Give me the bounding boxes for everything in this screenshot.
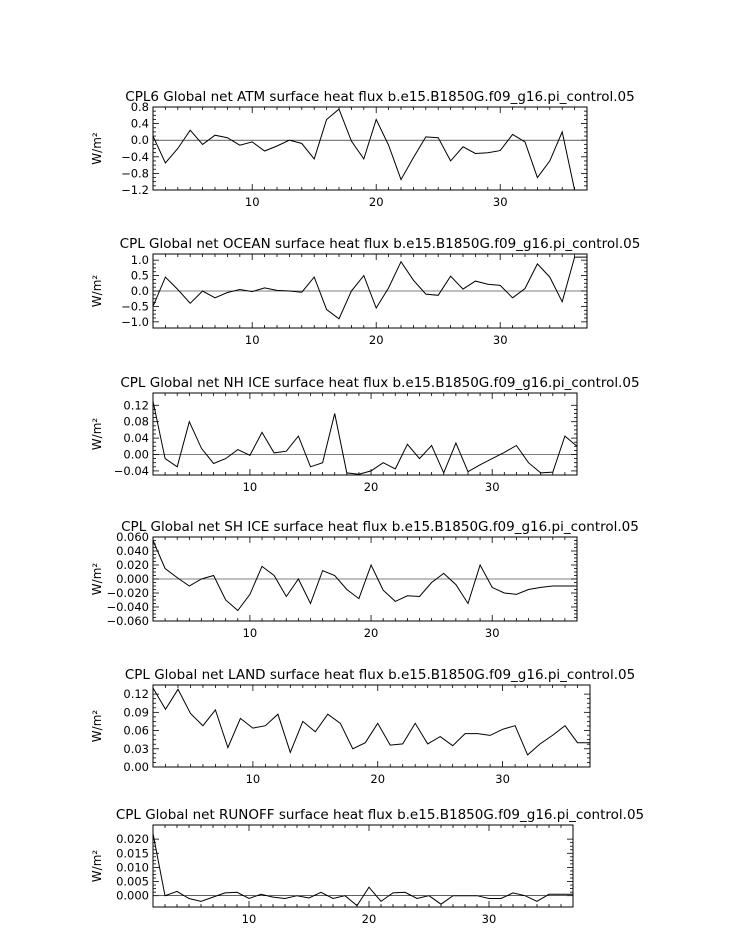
- y-tick-label: 0.5: [131, 269, 149, 283]
- y-tick-label: 0.040: [116, 544, 149, 558]
- y-tick-label: 1.0: [131, 253, 149, 267]
- x-tick-label: 30: [485, 626, 500, 640]
- chart-panel-3: CPL Global net NH ICE surface heat flux …: [90, 375, 640, 494]
- x-tick-label: 20: [370, 772, 385, 786]
- y-tick-label: −0.4: [121, 150, 149, 164]
- y-tick-label: 0.03: [123, 742, 149, 756]
- x-tick-label: 30: [495, 772, 510, 786]
- y-tick-label: 0.04: [123, 431, 149, 445]
- y-tick-label: 0.0: [131, 133, 149, 147]
- x-tick-label: 10: [245, 333, 260, 347]
- y-axis-label: W/m²: [90, 132, 104, 165]
- x-tick-label: 20: [369, 195, 384, 209]
- x-tick-label: 10: [246, 772, 261, 786]
- y-axis-label: W/m²: [90, 418, 104, 451]
- x-tick-label: 10: [245, 195, 260, 209]
- y-tick-label: 0.015: [116, 846, 149, 860]
- chart-panel-4: CPL Global net SH ICE surface heat flux …: [90, 519, 639, 640]
- y-axis-label: W/m²: [90, 275, 104, 308]
- x-tick-label: 10: [243, 480, 258, 494]
- chart-panel-6: CPL Global net RUNOFF surface heat flux …: [90, 807, 644, 926]
- chart-title: CPL6 Global net ATM surface heat flux b.…: [125, 89, 634, 105]
- y-tick-label: 0.020: [116, 558, 149, 572]
- series-line: [152, 401, 578, 475]
- y-tick-label: −0.020: [106, 586, 149, 600]
- x-tick-label: 30: [493, 195, 508, 209]
- chart-title: CPL Global net LAND surface heat flux b.…: [125, 667, 635, 683]
- chart-title: CPL Global net RUNOFF surface heat flux …: [116, 807, 644, 823]
- x-tick-label: 20: [364, 480, 379, 494]
- y-axis-label: W/m²: [90, 563, 104, 596]
- y-tick-label: −1.0: [121, 315, 149, 329]
- y-axis-label: W/m²: [90, 850, 104, 883]
- x-tick-label: 20: [369, 333, 384, 347]
- y-tick-label: 0.000: [116, 572, 149, 586]
- y-tick-label: −0.04: [114, 464, 149, 478]
- x-tick-label: 20: [364, 626, 379, 640]
- y-tick-label: −0.040: [106, 600, 149, 614]
- y-tick-label: −1.2: [121, 183, 149, 197]
- y-axis-label: W/m²: [90, 710, 104, 743]
- series-line: [152, 256, 587, 320]
- y-tick-label: 0.010: [116, 860, 149, 874]
- chart-panel-2: CPL Global net OCEAN surface heat flux b…: [90, 236, 640, 347]
- y-tick-label: 0.09: [123, 705, 149, 719]
- panels: CPL6 Global net ATM surface heat flux b.…: [90, 89, 644, 926]
- chart-title: CPL Global net NH ICE surface heat flux …: [120, 375, 639, 391]
- x-tick-label: 10: [242, 912, 257, 926]
- series-line: [152, 687, 590, 756]
- y-tick-label: 0.0: [131, 284, 149, 298]
- y-tick-label: 0.8: [131, 100, 149, 114]
- y-tick-label: 0.060: [116, 530, 149, 544]
- x-tick-label: 30: [493, 333, 508, 347]
- plot-frame: [152, 106, 588, 191]
- y-tick-label: −0.8: [121, 166, 149, 180]
- plot-frame: [152, 684, 591, 768]
- y-tick-label: 0.00: [123, 760, 149, 774]
- plot-frame: [152, 824, 574, 908]
- y-tick-label: 0.06: [123, 724, 149, 738]
- x-tick-label: 20: [362, 912, 377, 926]
- y-tick-label: 0.12: [123, 398, 149, 412]
- y-tick-label: 0.00: [123, 448, 149, 462]
- chart-panel-1: CPL6 Global net ATM surface heat flux b.…: [90, 89, 635, 209]
- y-tick-label: 0.000: [116, 889, 149, 903]
- x-tick-label: 10: [243, 626, 258, 640]
- chart-title: CPL Global net OCEAN surface heat flux b…: [120, 236, 641, 252]
- series-line: [152, 540, 577, 612]
- y-tick-label: 0.005: [116, 875, 149, 889]
- chart-panel-5: CPL Global net LAND surface heat flux b.…: [90, 667, 635, 786]
- series-line: [152, 108, 587, 191]
- series-line: [152, 833, 573, 907]
- chart-title: CPL Global net SH ICE surface heat flux …: [121, 519, 639, 535]
- y-tick-label: 0.4: [131, 117, 149, 131]
- y-tick-label: 0.12: [123, 687, 149, 701]
- x-tick-label: 30: [482, 912, 497, 926]
- y-tick-label: −0.5: [121, 299, 149, 313]
- y-tick-label: 0.020: [116, 832, 149, 846]
- y-tick-label: 0.08: [123, 415, 149, 429]
- y-tick-label: −0.060: [106, 614, 149, 628]
- x-tick-label: 30: [485, 480, 500, 494]
